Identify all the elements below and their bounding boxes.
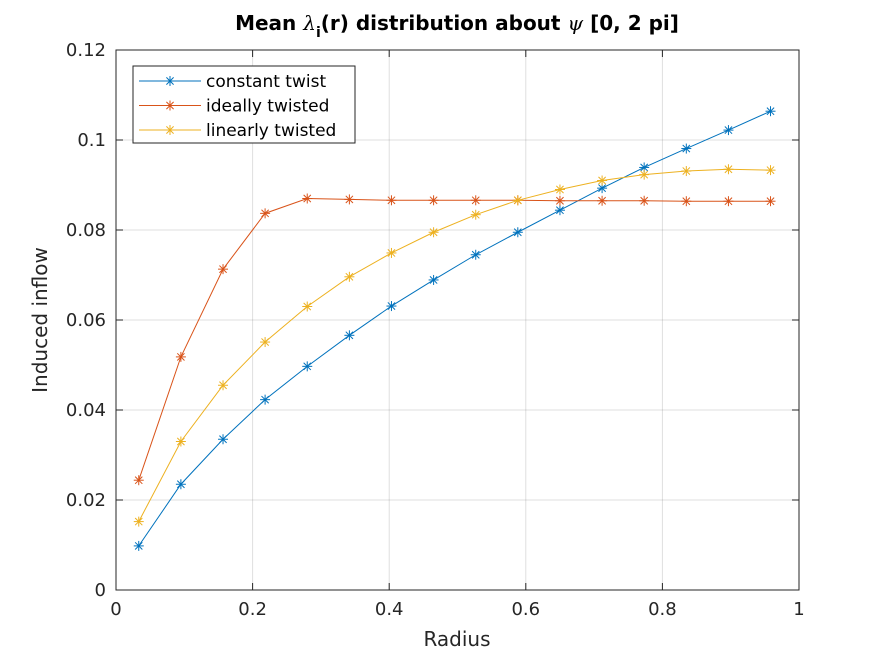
legend-label: linearly twisted	[206, 121, 336, 141]
title-suffix: [0, 2 pi]	[583, 11, 679, 35]
data-point	[470, 195, 481, 206]
data-point	[639, 169, 650, 180]
legend-marker	[165, 76, 175, 86]
series-line	[138, 110, 771, 547]
series-2	[133, 164, 776, 527]
data-point	[765, 106, 776, 117]
series-line	[138, 197, 771, 481]
data-point	[681, 143, 692, 154]
data-point	[554, 184, 565, 195]
y-tick-label: 0.04	[66, 400, 106, 421]
ticks: 0 0.2 0.4 0.6 0.8 1 0 0.02 0.04 0.06 0.08 0.1 0.12	[66, 40, 805, 620]
data-point	[344, 271, 355, 282]
series-1	[133, 193, 776, 486]
data-point	[597, 175, 608, 186]
data-point	[175, 436, 186, 447]
data-point	[218, 434, 229, 445]
data-point	[428, 195, 439, 206]
data-point	[681, 166, 692, 177]
data-point	[470, 249, 481, 260]
y-tick-label: 0.02	[66, 490, 106, 511]
data-point	[428, 227, 439, 238]
data-point	[723, 125, 734, 136]
legend-marker	[165, 100, 175, 111]
series-layer	[133, 106, 776, 551]
x-axis-label: Radius	[423, 627, 490, 651]
data-point	[175, 351, 186, 362]
y-axis-label: Induced inflow	[28, 247, 52, 393]
y-tick-label: 0.06	[66, 310, 106, 331]
legend: constant twist ideally twisted linearly tw…	[132, 65, 356, 144]
series-line	[138, 168, 771, 522]
data-point	[386, 247, 397, 258]
title-psi: ψ	[567, 11, 583, 35]
data-point	[260, 208, 271, 219]
legend-entry: linearly twisted	[139, 121, 336, 141]
data-point	[175, 479, 186, 490]
y-tick-label: 0.08	[66, 220, 106, 241]
data-point	[218, 264, 229, 275]
data-point	[386, 301, 397, 312]
data-point	[554, 195, 565, 206]
data-point	[681, 196, 692, 207]
x-tick-label: 0.8	[648, 599, 677, 620]
legend-label: ideally twisted	[206, 97, 329, 117]
data-point	[260, 337, 271, 348]
legend-marker	[165, 125, 175, 135]
grid	[116, 50, 799, 590]
data-point	[470, 209, 481, 220]
data-point	[428, 274, 439, 285]
data-point	[765, 196, 776, 207]
data-point	[302, 301, 313, 312]
x-tick-label: 0.2	[238, 599, 267, 620]
data-point	[302, 193, 313, 204]
x-tick-label: 1	[793, 599, 804, 620]
legend-entry: ideally twisted	[139, 97, 329, 117]
y-tick-label: 0.12	[66, 40, 106, 61]
data-point	[512, 195, 523, 206]
series-0	[133, 106, 776, 551]
data-point	[639, 195, 650, 206]
legend-entry: constant twist	[139, 72, 326, 92]
data-point	[260, 394, 271, 405]
data-point	[512, 227, 523, 238]
data-point	[554, 205, 565, 216]
data-point	[597, 195, 608, 206]
data-point	[218, 380, 229, 391]
chart-title: Mean λi(r) distribution about ψ [0, 2 pi…	[235, 11, 679, 41]
x-tick-label: 0.4	[375, 599, 404, 620]
data-point	[302, 361, 313, 372]
y-tick-label: 0.1	[77, 130, 106, 151]
legend-label: constant twist	[206, 72, 326, 92]
data-point	[133, 540, 144, 551]
data-point	[723, 164, 734, 175]
data-point	[133, 475, 144, 486]
x-tick-label: 0	[110, 599, 121, 620]
data-point	[765, 165, 776, 176]
title-subscript: i	[316, 25, 321, 41]
data-point	[723, 196, 734, 207]
x-tick-label: 0.6	[511, 599, 540, 620]
data-point	[133, 516, 144, 527]
title-prefix: Mean	[235, 11, 303, 35]
data-point	[344, 330, 355, 341]
title-lambda: λ	[302, 11, 316, 35]
title-middle: (r) distribution about	[321, 11, 568, 35]
data-point	[386, 195, 397, 206]
data-point	[344, 194, 355, 205]
y-tick-label: 0	[95, 580, 106, 601]
